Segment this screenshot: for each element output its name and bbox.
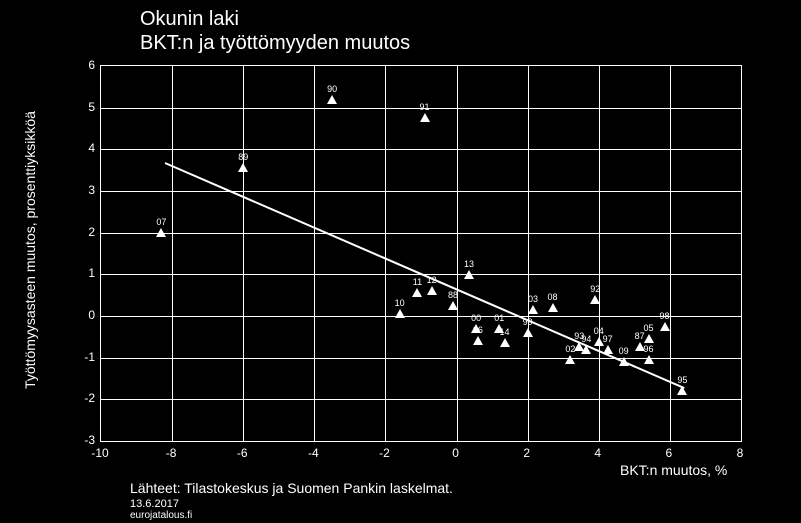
y-tick-label: 1 [75,266,95,280]
data-point-label: 14 [500,327,510,337]
data-point-label: 08 [548,292,558,302]
data-point-label: 06 [473,325,483,335]
data-point-label: 95 [677,375,687,385]
gridline-vertical [385,66,386,441]
gridline-horizontal [101,233,741,234]
data-point-marker [660,322,670,331]
chart-container: Okunin laki BKT:n ja työttömyyden muutos… [0,0,801,523]
y-tick-label: 0 [75,308,95,322]
data-point-marker [644,355,654,364]
data-point-marker [420,113,430,122]
data-point-marker [464,270,474,279]
y-tick-label: 4 [75,141,95,155]
chart-title-line2: BKT:n ja työttömyyden muutos [140,32,410,55]
y-tick-label: 3 [75,183,95,197]
data-point-marker [500,338,510,347]
x-tick-label: -10 [91,446,108,460]
x-tick-label: 4 [594,446,601,460]
footer-date: 13.6.2017 [130,498,179,510]
gridline-vertical [172,66,173,441]
data-point-marker [156,228,166,237]
y-tick-label: -2 [75,391,95,405]
x-tick-label: -8 [166,446,177,460]
data-point-label: 09 [619,346,629,356]
data-point-marker [581,345,591,354]
gridline-vertical [528,66,529,441]
x-tick-label: 0 [452,446,459,460]
data-point-label: 88 [448,290,458,300]
gridline-horizontal [101,316,741,317]
y-tick-label: 2 [75,225,95,239]
y-tick-label: -3 [75,433,95,447]
y-tick-label: 6 [75,58,95,72]
data-point-marker [565,355,575,364]
gridline-horizontal [101,149,741,150]
y-axis-label: Työttömyysasteen muutos, prosenttiyksikk… [22,111,38,389]
data-point-label: 97 [603,334,613,344]
gridline-horizontal [101,399,741,400]
data-point-label: 12 [427,275,437,285]
data-point-label: 90 [327,84,337,94]
data-point-label: 94 [581,334,591,344]
data-point-marker [548,303,558,312]
x-axis-label: BKT:n muutos, % [620,462,727,478]
data-point-marker [327,95,337,104]
chart-title-line1: Okunin laki [140,8,239,31]
data-point-label: 96 [644,344,654,354]
gridline-horizontal [101,191,741,192]
x-tick-label: -2 [379,446,390,460]
gridline-vertical [670,66,671,441]
data-point-marker [619,357,629,366]
x-tick-label: -4 [308,446,319,460]
data-point-label: 00 [471,313,481,323]
data-point-marker [238,163,248,172]
data-point-marker [523,328,533,337]
data-point-marker [644,334,654,343]
data-point-label: 89 [238,152,248,162]
data-point-marker [473,336,483,345]
y-tick-label: 5 [75,100,95,114]
data-point-label: 01 [494,313,504,323]
data-point-label: 13 [464,259,474,269]
gridline-vertical [599,66,600,441]
data-point-marker [528,305,538,314]
data-point-label: 98 [660,311,670,321]
data-point-marker [603,345,613,354]
y-tick-label: -1 [75,350,95,364]
x-tick-label: 6 [666,446,673,460]
data-point-label: 05 [644,323,654,333]
data-point-marker [677,386,687,395]
footer-site: eurojatalous.fi [130,510,192,521]
data-point-marker [427,286,437,295]
footer-source: Lähteet: Tilastokeskus ja Suomen Pankin … [130,480,453,496]
data-point-label: 10 [395,298,405,308]
data-point-label: 92 [590,284,600,294]
gridline-vertical [457,66,458,441]
x-tick-label: -6 [237,446,248,460]
gridline-vertical [243,66,244,441]
gridline-vertical [314,66,315,441]
data-point-label: 11 [413,277,422,287]
data-point-label: 91 [420,102,430,112]
data-point-marker [448,301,458,310]
data-point-marker [395,309,405,318]
data-point-label: 99 [523,317,533,327]
data-point-label: 07 [156,217,166,227]
data-point-label: 03 [528,294,538,304]
x-tick-label: 8 [737,446,744,460]
x-tick-label: 2 [523,446,530,460]
data-point-marker [590,295,600,304]
data-point-marker [412,288,422,297]
plot-area: 0789909110111288130006011499030802939492… [100,65,742,442]
